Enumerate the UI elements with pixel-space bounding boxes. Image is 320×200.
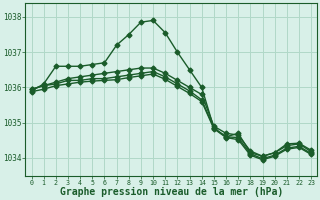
X-axis label: Graphe pression niveau de la mer (hPa): Graphe pression niveau de la mer (hPa): [60, 187, 283, 197]
